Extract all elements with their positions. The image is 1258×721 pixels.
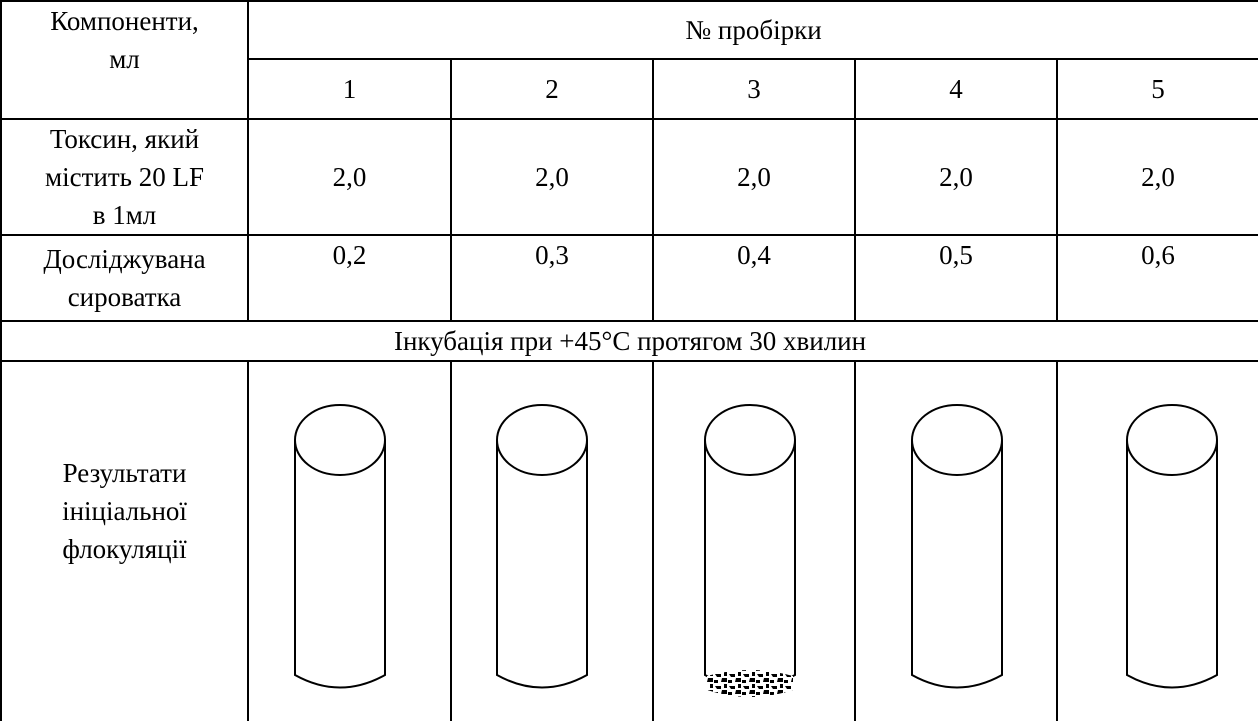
- tube: [1127, 405, 1217, 688]
- page: Компоненти,мл № пробірки 12345 Токсин, я…: [0, 0, 1258, 717]
- tube: [497, 405, 587, 688]
- tube: [295, 405, 385, 688]
- sediment: [705, 630, 795, 700]
- tubes-drawing: [0, 0, 1258, 717]
- tube: [912, 405, 1002, 688]
- tube: [705, 405, 795, 688]
